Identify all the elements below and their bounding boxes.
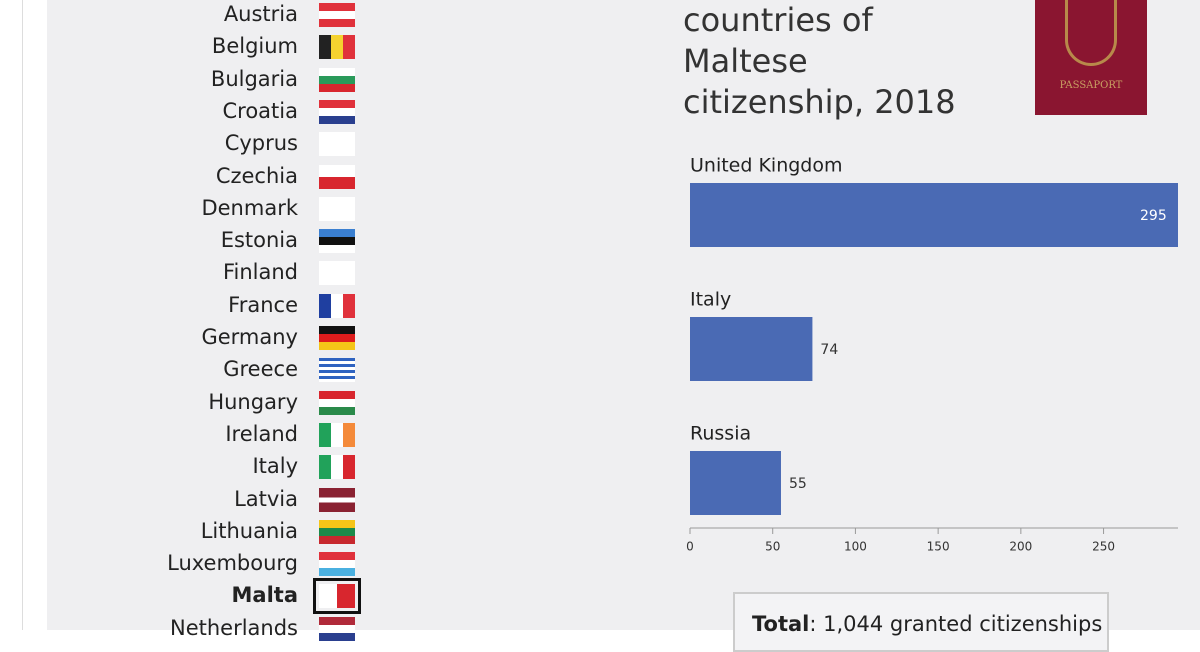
country-row[interactable]: Lithuania bbox=[100, 516, 362, 548]
flag bbox=[319, 293, 355, 318]
country-row[interactable]: Luxembourg bbox=[100, 548, 362, 580]
value-label: 55 bbox=[789, 476, 807, 492]
country-row[interactable]: Croatia bbox=[100, 96, 362, 128]
country-name: Cyprus bbox=[224, 131, 298, 156]
country-name: Lithuania bbox=[200, 518, 298, 543]
flag bbox=[313, 578, 361, 615]
category-label: Italy bbox=[690, 289, 731, 311]
country-name: Denmark bbox=[201, 195, 298, 220]
flag bbox=[319, 487, 355, 512]
panel bbox=[47, 0, 1200, 630]
flag bbox=[319, 519, 355, 544]
value-label: 295 bbox=[1140, 208, 1167, 224]
total-label: Total bbox=[752, 612, 810, 636]
flag bbox=[319, 326, 355, 350]
country-row[interactable]: Cyprus bbox=[100, 128, 362, 160]
x-tick-label: 0 bbox=[686, 540, 694, 554]
total-text: : 1,044 granted citizenships bbox=[809, 612, 1103, 636]
country-row[interactable]: Czechia bbox=[100, 161, 362, 193]
flag bbox=[319, 422, 355, 447]
flag bbox=[319, 261, 355, 286]
flag bbox=[319, 164, 355, 189]
country-row[interactable]: Latvia bbox=[100, 484, 362, 516]
total: Total: 1,044 granted citizenships bbox=[752, 612, 1102, 636]
flag bbox=[319, 3, 355, 27]
x-tick-label: 200 bbox=[1009, 540, 1032, 554]
country-name: Greece bbox=[223, 357, 298, 382]
country-row[interactable]: Malta bbox=[100, 578, 362, 615]
country-name: France bbox=[228, 292, 298, 317]
country-row[interactable]: Bulgaria bbox=[100, 64, 362, 96]
x-tick-label: 50 bbox=[765, 540, 780, 554]
flag bbox=[319, 552, 355, 577]
country-name: Malta bbox=[231, 583, 298, 608]
country-row[interactable]: Denmark bbox=[100, 193, 362, 225]
country-row[interactable]: Hungary bbox=[100, 387, 362, 419]
category-label: Russia bbox=[690, 423, 751, 445]
country-name: Luxembourg bbox=[167, 551, 298, 576]
country-name: Finland bbox=[222, 260, 298, 285]
country-row[interactable]: Ireland bbox=[100, 419, 362, 451]
total-box: Total: 1,044 granted citizenships bbox=[733, 592, 1109, 652]
chart: 0 50 100 150 200 250 United Kingdom 295 Italy 74 R… bbox=[686, 155, 1178, 554]
country-name: Latvia bbox=[234, 486, 298, 511]
country-name: Italy bbox=[252, 454, 298, 479]
country-name: Czechia bbox=[215, 163, 298, 188]
country-name: Hungary bbox=[208, 389, 298, 414]
bar bbox=[690, 317, 813, 381]
country-name: Belgium bbox=[211, 34, 298, 59]
x-tick-label: 100 bbox=[844, 540, 867, 554]
bar bbox=[690, 451, 781, 515]
country-row[interactable]: Germany bbox=[100, 322, 362, 354]
flag bbox=[319, 132, 355, 157]
flag bbox=[319, 67, 355, 92]
country-name: Croatia bbox=[222, 98, 299, 123]
page: Austria Belgium Bulgaria Croatia Cyprus Czech… bbox=[22, 0, 1200, 652]
passport-image: PASSAPORT bbox=[1035, 0, 1147, 115]
x-tick-label: 150 bbox=[927, 540, 950, 554]
country-name: Ireland bbox=[225, 421, 298, 446]
flag bbox=[319, 196, 355, 221]
x-tick-label: 250 bbox=[1092, 540, 1115, 554]
country-row[interactable]: Austria bbox=[100, 0, 362, 31]
country-row[interactable]: Finland bbox=[100, 257, 362, 289]
country-name: Bulgaria bbox=[210, 66, 298, 91]
flag bbox=[319, 35, 355, 60]
bar bbox=[690, 183, 1178, 247]
flag bbox=[319, 229, 355, 254]
divider bbox=[22, 0, 23, 630]
country-row[interactable]: France bbox=[100, 290, 362, 322]
passport-text: PASSAPORT bbox=[1059, 80, 1123, 91]
country-row[interactable]: Belgium bbox=[100, 31, 362, 63]
country-name: Austria bbox=[223, 2, 298, 26]
flag bbox=[319, 455, 355, 480]
country-row[interactable]: Estonia bbox=[100, 225, 362, 257]
crest bbox=[1065, 0, 1117, 66]
chart-title: countries of Maltese citizenship, 2018 bbox=[683, 1, 956, 121]
flag bbox=[319, 99, 355, 124]
country-name: Germany bbox=[201, 325, 298, 349]
flag bbox=[319, 390, 355, 415]
flag bbox=[319, 358, 355, 383]
value-label: 74 bbox=[820, 342, 838, 358]
country-row[interactable]: Greece bbox=[100, 354, 362, 386]
category-label: United Kingdom bbox=[690, 155, 843, 177]
country-row[interactable]: Italy bbox=[100, 451, 362, 483]
country-name: Estonia bbox=[220, 228, 298, 253]
